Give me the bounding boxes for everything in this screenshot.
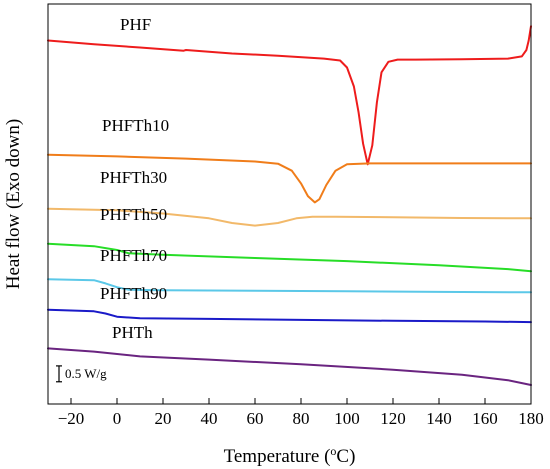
series-line-phfth70 <box>47 278 532 294</box>
series-label-phfth70: PHFTh70 <box>100 246 167 265</box>
y-axis-title: Heat flow (Exo down) <box>3 119 24 289</box>
series-line-phf <box>47 25 532 166</box>
series-label-phfth10: PHFTh10 <box>102 116 169 135</box>
x-axis-title-part: Temperature ( <box>224 446 331 467</box>
series-label-phfth90: PHFTh90 <box>100 284 167 303</box>
x-tick-label: 60 <box>247 409 264 428</box>
scale-bar: 0.5 W/g <box>56 365 107 383</box>
series-line-phth <box>47 347 532 386</box>
x-tick-label: 40 <box>201 409 218 428</box>
x-tick-label: 180 <box>518 409 544 428</box>
x-tick-label: 20 <box>155 409 172 428</box>
x-tick-label: 80 <box>293 409 310 428</box>
x-axis-ticks: −20 0 20 40 60 80 100 120 140 160 180 <box>58 398 544 428</box>
curves-layer <box>47 25 532 386</box>
series-line-phfth90 <box>47 308 532 324</box>
x-axis-title-part: C) <box>336 446 355 467</box>
x-tick-label: 120 <box>380 409 406 428</box>
x-tick-label: 160 <box>472 409 498 428</box>
series-line-phfth10 <box>47 153 532 204</box>
x-tick-label: 140 <box>426 409 452 428</box>
series-label-phth: PHTh <box>112 323 153 342</box>
series-line-phfth30 <box>47 207 532 227</box>
x-tick-label: 100 <box>334 409 360 428</box>
series-labels-layer: PHF PHFTh10 PHFTh30 PHFTh50 PHFTh70 PHFTh90 PH… <box>100 15 169 342</box>
x-tick-label: −20 <box>58 409 85 428</box>
x-tick-label: 0 <box>113 409 122 428</box>
series-label-phfth50: PHFTh50 <box>100 205 167 224</box>
series-label-phf: PHF <box>120 15 151 34</box>
x-axis-title-superscript: o <box>330 444 336 458</box>
series-label-phfth30: PHFTh30 <box>100 168 167 187</box>
plot-frame <box>47 3 532 405</box>
x-axis-title: Temperature (oC) <box>224 444 356 467</box>
scale-bar-label: 0.5 W/g <box>65 366 107 381</box>
series-line-phfth50 <box>47 242 532 273</box>
